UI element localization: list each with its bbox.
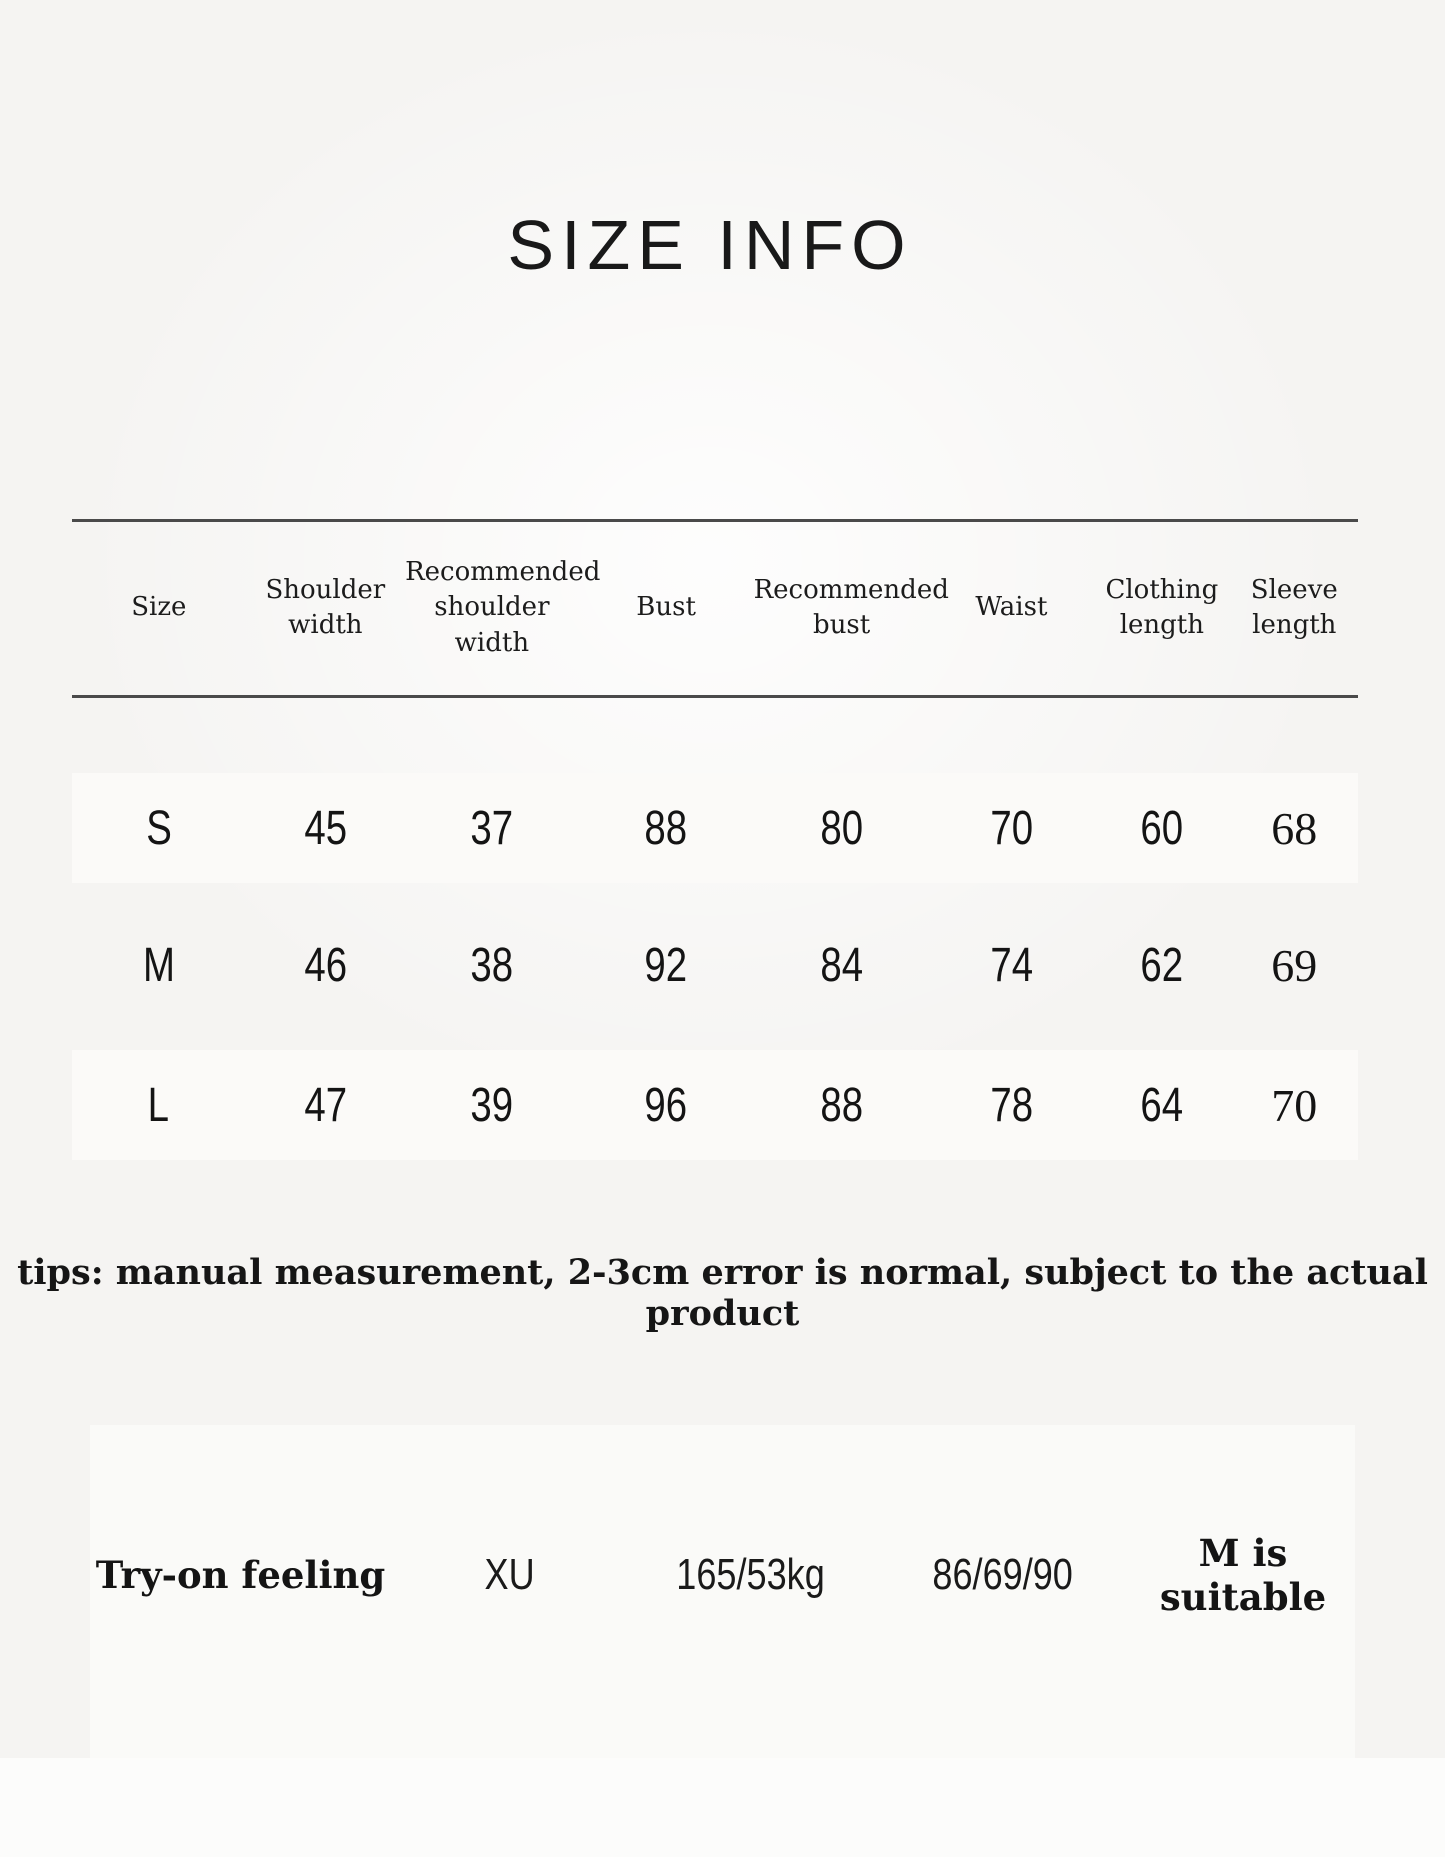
- cell-bust: 96: [644, 1078, 688, 1132]
- cell-size: L: [148, 1078, 170, 1132]
- header-cell-recommended-bust: Recommended bust: [753, 574, 949, 640]
- cell-sleeve-length: 68: [1271, 802, 1318, 854]
- cell-clothing-length: 60: [1140, 801, 1184, 855]
- cell-recommended-shoulder-width: 37: [470, 801, 514, 855]
- header-cell-waist: Waist: [975, 592, 1048, 623]
- cell-shoulder-width: 45: [303, 801, 347, 855]
- table-row-m: M 46 38 92 84 74 62 69: [72, 910, 1358, 1020]
- cell-recommended-bust: 84: [820, 938, 864, 992]
- try-on-row: Try-on feeling XU 165/53kg 86/69/90 M is…: [90, 1520, 1355, 1630]
- cell-clothing-length: 62: [1140, 938, 1184, 992]
- header-cell-recommended-shoulder-width: Recommended shoulder width: [405, 557, 601, 658]
- try-on-label: Try-on feeling: [95, 1553, 386, 1597]
- table-header-rule: [72, 695, 1358, 698]
- cell-recommended-bust: 80: [820, 801, 864, 855]
- cell-sleeve-length: 70: [1271, 1079, 1318, 1131]
- cell-bust: 92: [644, 938, 688, 992]
- try-on-section: Try-on feeling XU 165/53kg 86/69/90 M is…: [90, 1425, 1355, 1758]
- cell-waist: 70: [990, 801, 1033, 855]
- table-row-l: L 47 39 96 88 78 64 70: [72, 1050, 1358, 1160]
- cell-shoulder-width: 46: [303, 938, 347, 992]
- cell-size: S: [145, 801, 172, 855]
- try-on-height-weight: 165/53kg: [676, 1550, 826, 1599]
- cell-recommended-bust: 88: [820, 1078, 864, 1132]
- header-cell-bust: Bust: [636, 592, 696, 623]
- table-row-s: S 45 37 88 80 70 60 68: [72, 773, 1358, 883]
- header-cell-clothing-length: Clothing length: [1105, 574, 1219, 640]
- header-cell-shoulder-width: Shoulder width: [265, 574, 386, 640]
- cell-recommended-shoulder-width: 39: [470, 1078, 514, 1132]
- try-on-verdict: M is suitable: [1159, 1531, 1327, 1619]
- cell-waist: 78: [990, 1078, 1033, 1132]
- header-cell-size: Size: [131, 592, 187, 623]
- cell-sleeve-length: 69: [1271, 939, 1318, 991]
- cell-bust: 88: [644, 801, 688, 855]
- try-on-model-name: XU: [484, 1550, 535, 1599]
- cell-clothing-length: 64: [1140, 1078, 1184, 1132]
- cell-waist: 74: [990, 938, 1033, 992]
- table-top-rule: [72, 519, 1358, 522]
- cell-recommended-shoulder-width: 38: [470, 938, 514, 992]
- cell-shoulder-width: 47: [303, 1078, 347, 1132]
- try-on-measurements: 86/69/90: [932, 1550, 1073, 1599]
- cell-size: M: [142, 938, 175, 992]
- table-header-row: Size Shoulder width Recommended shoulder …: [72, 522, 1358, 694]
- bottom-background: [0, 1758, 1445, 1857]
- tips-note: tips: manual measurement, 2-3cm error is…: [17, 1252, 1428, 1334]
- header-cell-sleeve-length: Sleeve length: [1250, 574, 1338, 640]
- page-title: SIZE INFO: [507, 205, 913, 284]
